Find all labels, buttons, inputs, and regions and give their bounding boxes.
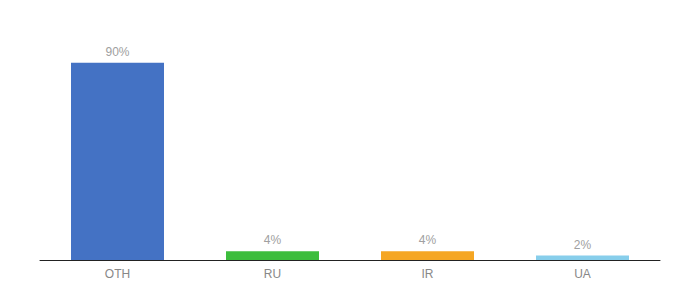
svg-text:IR: IR <box>422 267 434 281</box>
svg-text:2%: 2% <box>574 238 592 252</box>
svg-text:OTH: OTH <box>105 267 130 281</box>
svg-text:UA: UA <box>574 267 591 281</box>
svg-text:4%: 4% <box>419 233 437 247</box>
svg-text:90%: 90% <box>105 45 129 59</box>
svg-text:RU: RU <box>264 267 281 281</box>
svg-text:4%: 4% <box>264 233 282 247</box>
